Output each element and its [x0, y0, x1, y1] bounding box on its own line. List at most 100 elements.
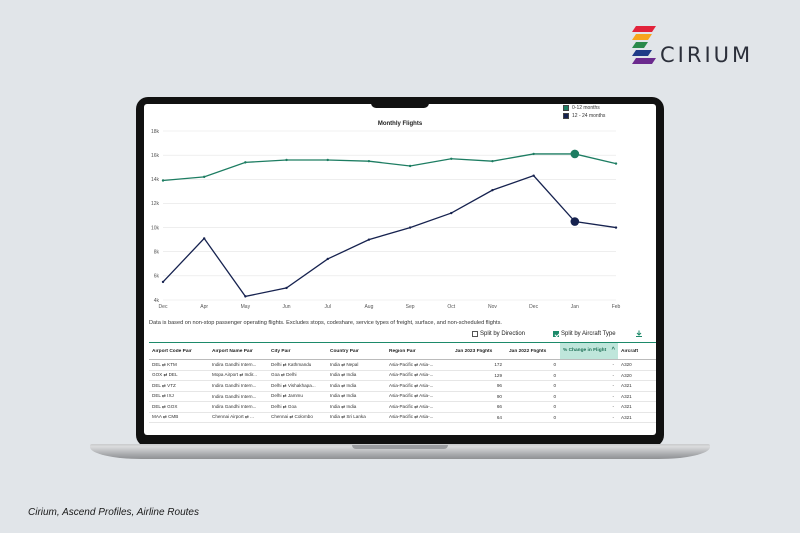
routes-table: Airport Code Pair Airport Name Pair City… [149, 342, 656, 423]
data-point [491, 159, 494, 163]
data-point [614, 162, 618, 165]
table-cell: Asia-Pacific ⇄ Asia-... [389, 403, 434, 409]
y-tick-label: 18k [151, 129, 160, 135]
table-row[interactable]: GOX ⇄ DEL Mopa Airport ⇄ Indir... Goa ⇄ De… [149, 371, 656, 381]
table-cell: - [612, 404, 614, 410]
table-cell: Goa ⇄ Delhi [271, 372, 297, 378]
y-tick-label: 4k [154, 298, 160, 304]
table-row[interactable]: DEL ⇄ KTM Indira Gandhi Intern... Delhi ⇄ … [149, 360, 656, 371]
col-country-pair[interactable]: Country Pair [330, 348, 359, 354]
table-cell: Asia-Pacific ⇄ Asia-... [389, 382, 434, 388]
data-point [202, 175, 206, 179]
table-cell: Indira Gandhi Intern... [212, 383, 257, 389]
data-point [614, 226, 618, 229]
col-city-pair[interactable]: City Pair [271, 348, 291, 354]
x-tick-label: Sep [406, 304, 415, 310]
x-tick-label: Jun [283, 304, 291, 310]
data-point [161, 179, 165, 182]
y-tick-label: 14k [151, 177, 160, 183]
y-tick-label: 12k [151, 201, 160, 207]
table-cell: A321 [621, 414, 632, 420]
table-cell: - [612, 362, 614, 368]
data-point [408, 164, 412, 168]
table-cell: Indira Gandhi Intern... [212, 404, 257, 410]
y-tick-label: 8k [154, 250, 160, 256]
legend-swatch-0 [563, 105, 569, 111]
series-line [162, 153, 617, 182]
table-cell: 0 [553, 383, 556, 389]
download-icon[interactable] [635, 330, 643, 338]
app-screen: 0-12 months 12 - 24 months Monthly Fligh… [144, 104, 656, 435]
brand-name: CIRIUM [660, 43, 754, 67]
data-point [202, 237, 206, 240]
image-caption: Cirium, Ascend Profiles, Airline Routes [28, 507, 199, 518]
table-cell: Asia-Pacific ⇄ Asia-... [389, 414, 434, 420]
table-cell: Indira Gandhi Intern... [212, 393, 257, 399]
split-aircraft-label: Split by Aircraft Type [561, 331, 616, 337]
table-cell: A320 [621, 362, 632, 368]
table-cell: Indira Gandhi Intern... [212, 362, 257, 368]
x-tick-label: May [241, 304, 251, 310]
y-tick-label: 6k [154, 274, 160, 280]
table-cell: 129 [494, 372, 502, 378]
table-row[interactable]: DEL ⇄ GOX Indira Gandhi Intern... Delhi ⇄ … [149, 402, 656, 413]
col-jan-2022-flights[interactable]: Jan 2022 Flights [509, 348, 547, 354]
camera-notch [371, 97, 429, 108]
split-aircraft-option[interactable]: Split by Aircraft Type [553, 331, 616, 337]
x-tick-label: Feb [612, 304, 621, 310]
table-row[interactable]: MAA ⇄ CMB Chennai Airport ⇄ ... Chennai ⇄ … [149, 413, 656, 423]
data-point [244, 295, 247, 298]
table-cell: A321 [621, 404, 632, 410]
table-row[interactable]: DEL ⇄ VTZ Indira Gandhi Intern... Delhi ⇄ … [149, 381, 656, 392]
table-body: DEL ⇄ KTM Indira Gandhi Intern... Delhi ⇄ … [149, 360, 656, 423]
x-tick-label: Dec [529, 304, 538, 310]
data-point [285, 286, 288, 290]
data-point [532, 152, 535, 156]
col-airport-code-pair[interactable]: Airport Code Pair [152, 348, 192, 354]
data-point [326, 158, 329, 162]
table-cell: DEL ⇄ GOX [152, 403, 178, 409]
col-percent-change-label: % Change in Flight [563, 348, 607, 354]
cirium-logo-icon [632, 26, 656, 64]
table-cell: 172 [494, 362, 502, 368]
table-row[interactable]: DEL ⇄ IXJ Indira Gandhi Intern... Delhi ⇄ … [149, 392, 656, 402]
table-cell: DEL ⇄ KTM [152, 361, 177, 367]
col-percent-change[interactable]: % Change in Flight ^ [560, 343, 618, 359]
data-point [408, 226, 412, 229]
table-cell: India ⇄ India [330, 372, 357, 378]
x-tick-label: Apr [200, 304, 208, 310]
monthly-flights-chart: 4k 6k 8k 10k 12k 14k 16k 18k Dec Apr May Jun Jul Aug S… [151, 129, 621, 310]
split-direction-option[interactable]: Split by Direction [472, 331, 525, 337]
table-cell: DEL ⇄ VTZ [152, 382, 176, 388]
table-cell: 96 [496, 383, 502, 389]
col-aircraft[interactable]: Aircraft [621, 348, 639, 354]
data-point [161, 280, 165, 284]
data-point [367, 159, 371, 163]
col-jan-2023-flights[interactable]: Jan 2023 Flights [455, 348, 493, 354]
table-cell: Asia-Pacific ⇄ Asia-... [389, 361, 434, 367]
x-tick-label: Nov [488, 304, 497, 310]
table-cell: DEL ⇄ IXJ [152, 393, 174, 399]
legend-item[interactable]: 12 - 24 months [563, 112, 605, 120]
table-cell: Mopa Airport ⇄ Indir... [212, 372, 257, 378]
col-airport-name-pair[interactable]: Airport Name Pair [212, 348, 253, 354]
col-region-pair[interactable]: Region Pair [389, 348, 416, 354]
table-cell: Delhi ⇄ Jammu [271, 393, 303, 399]
table-cell: 0 [553, 414, 556, 420]
data-point [244, 161, 247, 164]
split-aircraft-checkbox[interactable] [553, 331, 559, 337]
split-direction-checkbox[interactable] [472, 331, 478, 337]
highlight-point [570, 149, 580, 159]
chart-legend: 0-12 months 12 - 24 months [563, 104, 605, 120]
series-line [162, 174, 617, 298]
chart-title: Monthly Flights [377, 121, 423, 127]
legend-item[interactable]: 0-12 months [563, 104, 605, 112]
data-point [532, 174, 535, 177]
x-tick-label: Jan [571, 304, 579, 310]
table-cell: Delhi ⇄ Goa [271, 403, 297, 409]
table-cell: GOX ⇄ DEL [152, 372, 178, 378]
table-cell: MAA ⇄ CMB [152, 414, 179, 420]
x-tick-label: Dec [159, 304, 168, 310]
table-cell: 64 [496, 414, 502, 420]
table-cell: - [612, 414, 614, 420]
